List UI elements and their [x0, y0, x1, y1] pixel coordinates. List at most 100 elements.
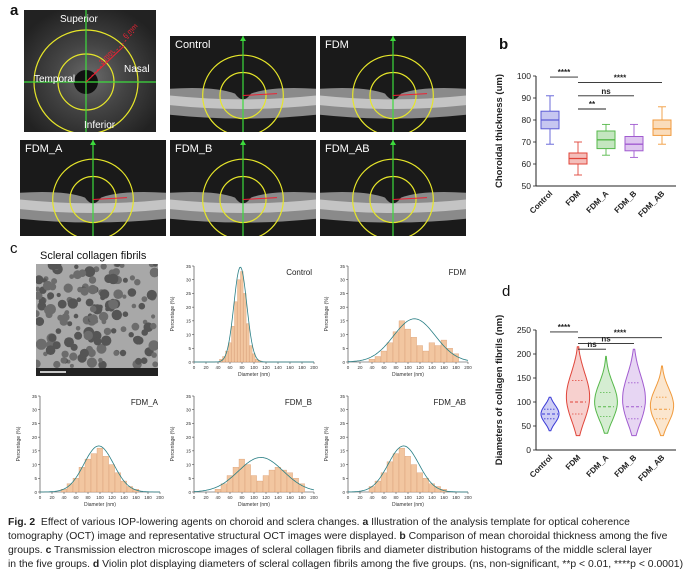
- collagen-fibril: [119, 349, 127, 357]
- hist-ytick-label: 25: [340, 291, 346, 296]
- hist-ytick-label: 25: [186, 291, 192, 296]
- collagen-fibril: [152, 361, 158, 368]
- caption-line4: in the five groups.: [8, 559, 91, 570]
- oct-fdm-label: FDM: [325, 39, 349, 51]
- hist-ytick-label: 35: [186, 394, 192, 399]
- hist-title: FDM: [449, 268, 467, 277]
- hist-ytick-label: 10: [186, 332, 192, 337]
- hist-ytick-label: 10: [340, 332, 346, 337]
- x-tick-label: Control: [528, 189, 554, 215]
- collagen-fibril: [101, 335, 112, 346]
- sig-label: ****: [614, 329, 627, 338]
- violin-FDM_B: [622, 348, 646, 437]
- hist-bar: [374, 356, 381, 363]
- hist-bar: [286, 472, 293, 493]
- hist-xtick-label: 0: [347, 365, 350, 370]
- hist-bar: [214, 489, 221, 493]
- hist-xtick-label: 200: [464, 365, 472, 370]
- measure-line: [242, 197, 278, 201]
- hist-xtick-label: 100: [250, 365, 258, 370]
- collagen-fibril: [57, 299, 67, 309]
- collagen-fibril: [36, 310, 40, 318]
- histogram-fdm-ab: 35 30 25 20 15 10 5 00 20 40 60 80 100 120 140 160 180 20…: [324, 394, 472, 508]
- collagen-fibril: [67, 321, 73, 327]
- collagen-fibril: [140, 357, 148, 364]
- axis-arrow: [390, 140, 396, 145]
- panel-c-letter: c: [10, 240, 18, 257]
- hist-bar: [398, 320, 405, 363]
- hist-xtick-label: 140: [274, 495, 282, 500]
- collagen-fibril: [88, 276, 97, 284]
- caption-line2b: Comparison of mean choroidal thickness a…: [408, 531, 668, 542]
- collagen-fibril: [43, 280, 53, 291]
- hist-gaussian-fit: [348, 318, 469, 363]
- collagen-fibril: [120, 326, 127, 333]
- hist-ytick-label: 20: [186, 305, 192, 310]
- caption-line1: Effect of various IOP-lowering agents on…: [40, 517, 360, 528]
- hist-ytick-label: 5: [34, 476, 37, 481]
- collagen-fibril: [122, 311, 129, 317]
- collagen-fibril: [36, 317, 45, 326]
- collagen-fibril: [108, 273, 119, 285]
- collagen-fibril: [73, 270, 82, 280]
- hist-bar: [66, 483, 73, 493]
- collagen-fibril: [64, 337, 74, 348]
- hist-bar: [298, 483, 305, 493]
- y-tick-label: 250: [517, 325, 531, 335]
- collagen-fibril: [76, 297, 82, 302]
- y-tick-label: 200: [517, 349, 531, 359]
- histogram-fdm-a: 35 30 25 20 15 10 5 00 20 40 60 80 100 120 140 160 180 20…: [16, 394, 164, 508]
- hist-ytick-label: 0: [342, 490, 345, 495]
- oct-fdm-scan: [320, 36, 466, 132]
- collagen-fibril: [103, 327, 112, 336]
- hist-ytick-label: 5: [188, 346, 191, 351]
- hist-bar: [386, 342, 393, 363]
- hist-bar: [404, 456, 411, 493]
- hist-ytick-label: 25: [340, 421, 346, 426]
- collagen-fibril: [98, 360, 107, 370]
- oct-fdm-ab-panel: FDM_AB: [320, 140, 466, 236]
- hist-title: FDM_AB: [434, 398, 466, 407]
- x-tick-label: FDM_AB: [636, 189, 666, 219]
- hist-xlabel: Diameter (nm): [238, 502, 270, 508]
- hist-title: Control: [286, 268, 312, 277]
- caption-line3b: Transmission electron microscope images …: [54, 545, 652, 556]
- collagen-fibril: [100, 264, 107, 270]
- fundus-label-nasal: Nasal: [124, 64, 150, 75]
- collagen-fibril: [111, 328, 117, 334]
- hist-ylabel: Percentage (%): [16, 426, 22, 461]
- collagen-fibril: [149, 267, 158, 278]
- x-tick-label: FDM_AB: [636, 453, 666, 483]
- hist-bar: [222, 356, 226, 363]
- hist-xtick-label: 80: [393, 495, 399, 500]
- hist-bar: [446, 348, 453, 363]
- y-tick-label: 60: [522, 159, 532, 169]
- panel-a-letter: a: [10, 2, 19, 19]
- oct-fdm-a-panel: FDM_A: [20, 140, 166, 236]
- hist-bar: [126, 486, 133, 493]
- hist-xtick-label: 180: [144, 495, 152, 500]
- collagen-fibril: [47, 264, 57, 270]
- collagen-fibril: [146, 289, 157, 301]
- hist-ytick-label: 0: [188, 490, 191, 495]
- hist-ytick-label: 10: [186, 462, 192, 467]
- hist-xtick-label: 0: [39, 495, 42, 500]
- collagen-fibril: [47, 292, 55, 300]
- hist-xtick-label: 100: [250, 495, 258, 500]
- hist-ytick-label: 15: [186, 319, 192, 324]
- oct-fdm-b-panel: FDM_B: [170, 140, 316, 236]
- hist-bar: [274, 467, 281, 493]
- hist-xtick-label: 100: [404, 365, 412, 370]
- hist-xtick-label: 160: [440, 495, 448, 500]
- collagen-fibril: [150, 322, 157, 330]
- x-tick-label: FDM_B: [613, 453, 639, 479]
- collagen-fibril: [131, 303, 137, 309]
- collagen-fibril: [96, 343, 107, 354]
- hist-ylabel: Percentage (%): [324, 296, 330, 331]
- hist-bar: [398, 447, 405, 493]
- hist-bar: [228, 342, 232, 363]
- hist-ytick-label: 25: [32, 421, 38, 426]
- hist-bar: [428, 342, 435, 363]
- sig-label: ****: [614, 74, 627, 83]
- hist-xtick-label: 120: [416, 365, 424, 370]
